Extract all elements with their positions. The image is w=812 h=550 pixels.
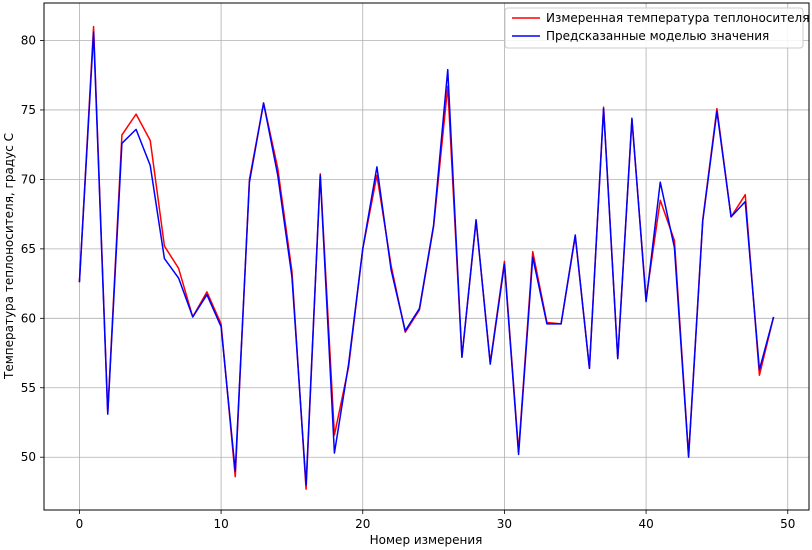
legend-label-predicted: Предсказанные моделью значения (546, 29, 769, 43)
x-tick-label: 0 (76, 517, 84, 531)
x-tick-label: 50 (780, 517, 795, 531)
axis-ticks: 0 10 20 30 40 50 50 55 60 65 70 75 80 (21, 34, 796, 531)
x-tick-label: 20 (355, 517, 370, 531)
y-tick-label: 65 (21, 242, 36, 256)
plot-frame (43, 2, 810, 511)
plot-background (44, 3, 809, 510)
y-tick-label: 75 (21, 103, 36, 117)
x-tick-label: 30 (497, 517, 512, 531)
x-axis-label: Номер измерения (370, 533, 483, 547)
y-tick-label: 80 (21, 34, 36, 48)
series-layer (78, 25, 775, 490)
predicted-values-line (78, 31, 775, 486)
legend: Измеренная температура теплоносителя Пре… (504, 7, 809, 49)
y-tick-label: 50 (21, 450, 36, 464)
legend-label-measured: Измеренная температура теплоносителя (546, 11, 809, 25)
x-tick-label: 40 (638, 517, 653, 531)
y-tick-label: 70 (21, 172, 36, 186)
y-axis-label: Температура теплоносителя, градус С (2, 133, 16, 380)
legend-box (504, 7, 804, 49)
y-tick-label: 55 (21, 381, 36, 395)
y-tick-label: 60 (21, 311, 36, 325)
x-tick-label: 10 (213, 517, 228, 531)
